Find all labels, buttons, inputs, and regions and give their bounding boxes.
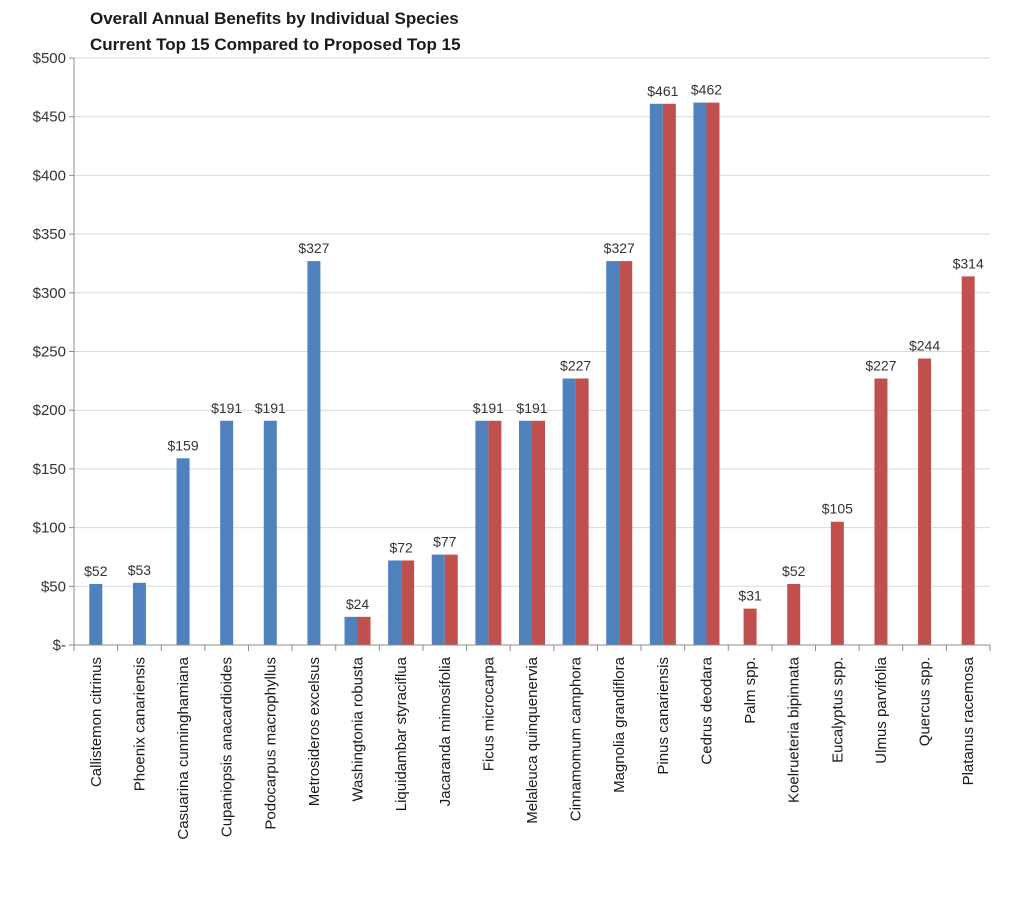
- x-axis: [73, 58, 991, 651]
- bar-proposed: [357, 616, 371, 645]
- y-tick-label: $100: [33, 520, 66, 537]
- category-label: Pinus canariensis: [655, 657, 672, 775]
- data-label: $244: [909, 338, 940, 354]
- y-tick-label: $50: [41, 578, 66, 595]
- bar-proposed: [619, 261, 633, 645]
- data-label: $52: [84, 563, 108, 579]
- category-label: Melaleuca quinquenervia: [524, 656, 541, 823]
- data-label: $77: [433, 534, 457, 550]
- bar-current: [431, 554, 445, 645]
- bar-proposed: [488, 420, 502, 645]
- bar-proposed: [830, 521, 844, 645]
- y-tick-label: $450: [33, 109, 66, 126]
- bar-current: [649, 103, 663, 645]
- category-label: Platanus racemosa: [960, 656, 977, 785]
- category-label: Cupaniopsis anacardioides: [219, 657, 236, 837]
- data-label: $159: [167, 437, 198, 453]
- data-label: $52: [782, 563, 806, 579]
- data-label: $227: [865, 358, 896, 374]
- category-label: Casuarina cunninghamiana: [175, 656, 192, 839]
- data-label: $227: [560, 358, 591, 374]
- category-label: Cinnamomum camphora: [568, 656, 585, 821]
- category-label: Ulmus parvifolia: [873, 656, 890, 763]
- category-label: Callistemon citrinus: [88, 657, 105, 787]
- bar-proposed: [918, 358, 932, 645]
- data-label: $53: [128, 562, 152, 578]
- bar-current: [475, 420, 489, 645]
- bar-proposed: [575, 378, 589, 645]
- data-labels: $52 $53 $159 $191 $191 $327 $24 $72 $77 $191 $191 $…: [84, 82, 984, 612]
- category-label: Podocarpus macrophyllus: [262, 657, 279, 830]
- y-tick-label: $-: [53, 637, 66, 654]
- y-axis: $- $50 $100 $150 $200 $250 $300 $350 $400 $450 $50…: [33, 50, 74, 654]
- category-label: Eucalyptus spp.: [829, 657, 846, 763]
- y-tick-label: $200: [33, 402, 66, 419]
- chart-title: Overall Annual Benefits by Individual Sp…: [90, 9, 459, 28]
- bar-proposed: [961, 276, 975, 645]
- category-label: Washingtonia robusta: [350, 656, 367, 801]
- bar-current: [693, 102, 707, 645]
- data-label: $24: [346, 596, 370, 612]
- data-label: $314: [953, 255, 984, 271]
- bar-current: [176, 458, 190, 645]
- y-tick-label: $400: [33, 167, 66, 184]
- y-tick-label: $350: [33, 226, 66, 243]
- chart-subtitle: Current Top 15 Compared to Proposed Top …: [90, 35, 461, 54]
- bar-proposed: [532, 420, 545, 645]
- data-label: $462: [691, 82, 722, 98]
- data-label: $191: [473, 400, 504, 416]
- bar-current: [263, 420, 277, 645]
- category-label: Phoenix canariensis: [131, 657, 148, 791]
- bar-proposed: [743, 608, 757, 645]
- category-label: Jacaranda mimosifolia: [437, 656, 454, 806]
- data-label: $191: [211, 400, 242, 416]
- bar-current: [307, 261, 321, 645]
- category-label: Cedrus deodara: [698, 656, 715, 764]
- data-label: $191: [516, 400, 547, 416]
- data-label: $327: [604, 240, 635, 256]
- data-label: $72: [389, 539, 413, 555]
- y-tick-label: $250: [33, 344, 66, 361]
- data-label: $461: [647, 83, 678, 99]
- category-label: Liquidambar styraciflua: [393, 656, 410, 811]
- data-label: $191: [255, 400, 286, 416]
- category-label: Ficus microcarpa: [480, 656, 497, 771]
- bar-proposed: [787, 583, 801, 645]
- bar-current: [220, 420, 234, 645]
- data-label: $105: [822, 501, 853, 517]
- category-labels: Callistemon citrinus Phoenix canariensis C…: [88, 656, 977, 839]
- bar-proposed: [874, 378, 888, 645]
- bar-current: [519, 420, 532, 645]
- y-tick-label: $300: [33, 285, 66, 302]
- bar-proposed: [444, 554, 458, 645]
- bar-proposed: [401, 560, 415, 645]
- bar-proposed: [706, 102, 720, 645]
- bar-current: [344, 616, 358, 645]
- bar-current: [132, 582, 146, 645]
- bar-current: [606, 261, 620, 645]
- bar-current: [89, 583, 103, 645]
- category-label: Magnolia grandiflora: [611, 656, 628, 793]
- bar-current: [388, 560, 402, 645]
- category-label: Metrosideros excelsus: [306, 657, 323, 806]
- y-tick-label: $500: [33, 50, 66, 67]
- category-label: Koelrueteria bipinnata: [786, 656, 803, 803]
- category-label: Quercus spp.: [917, 657, 934, 746]
- category-label: Palm spp.: [742, 657, 759, 724]
- data-label: $327: [298, 240, 329, 256]
- bar-proposed: [662, 103, 676, 645]
- data-label: $31: [738, 588, 762, 604]
- bars: [89, 102, 975, 645]
- y-tick-label: $150: [33, 461, 66, 478]
- bar-current: [562, 378, 576, 645]
